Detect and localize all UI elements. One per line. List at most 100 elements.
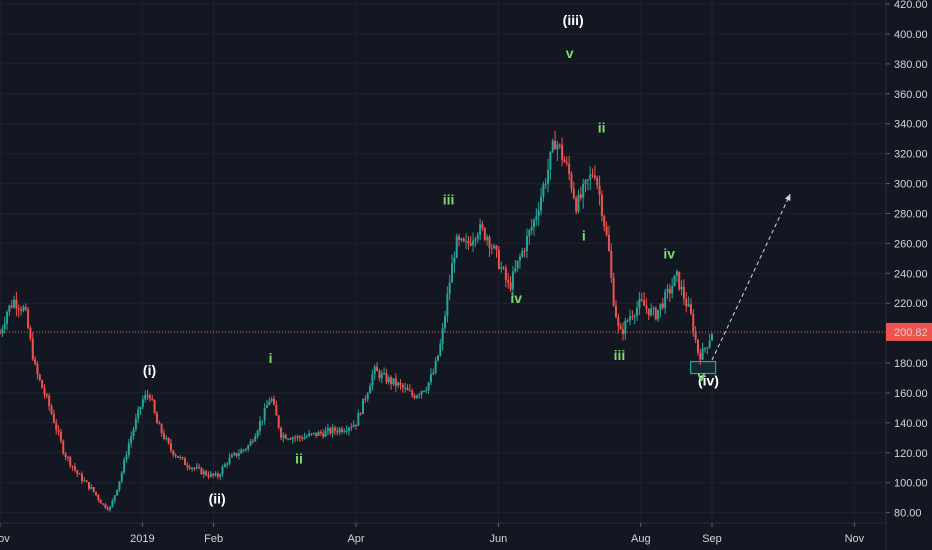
y-tick-label: 240.00 xyxy=(894,268,928,280)
candle-body xyxy=(34,359,37,364)
wave-label: (iv) xyxy=(698,372,719,388)
candle-body xyxy=(205,471,208,475)
x-tick-label: Nov xyxy=(0,533,10,545)
candle-body xyxy=(66,457,69,459)
candle-body xyxy=(120,472,123,482)
candle-body xyxy=(544,183,547,185)
candle-body xyxy=(343,431,346,433)
candle-body xyxy=(476,234,479,239)
candle-body xyxy=(263,407,266,421)
candle-body xyxy=(511,271,514,290)
x-tick-label: Feb xyxy=(204,533,223,545)
candle-body xyxy=(408,390,411,392)
candle-body xyxy=(43,388,46,395)
wave-label: ii xyxy=(295,450,303,466)
candle-body xyxy=(537,210,540,216)
candle-body xyxy=(284,434,287,439)
candle-body xyxy=(92,487,95,492)
wave-label: (ii) xyxy=(209,491,226,507)
candle-body xyxy=(275,404,278,416)
candle-body xyxy=(188,466,191,469)
candle-body xyxy=(596,177,599,186)
candle-body xyxy=(633,316,636,318)
candle-body xyxy=(397,382,400,386)
candle-body xyxy=(614,305,617,318)
candle-body xyxy=(589,174,592,180)
candle-body xyxy=(659,303,662,310)
candle-body xyxy=(579,194,582,198)
candle-body xyxy=(699,352,702,360)
candle-body xyxy=(500,267,503,269)
candle-body xyxy=(518,256,521,261)
y-tick-label: 360.00 xyxy=(894,89,928,101)
wave-label: v xyxy=(697,368,705,384)
candle-body xyxy=(329,428,332,434)
candle-body xyxy=(202,471,205,475)
y-tick-label: 380.00 xyxy=(894,59,928,71)
candle-body xyxy=(322,433,325,437)
candle-body xyxy=(277,415,280,428)
candle-body xyxy=(682,286,685,299)
candle-body xyxy=(465,241,468,243)
y-tick-label: 120.00 xyxy=(894,448,928,460)
candle-body xyxy=(8,305,11,313)
candle-body xyxy=(233,453,236,455)
candle-body xyxy=(563,159,566,163)
candle-body xyxy=(29,327,32,339)
candle-body xyxy=(273,398,276,405)
candle-body xyxy=(17,308,20,310)
y-tick-label: 420.00 xyxy=(894,0,928,11)
x-axis[interactable]: Nov 2019 Feb Apr Jun Aug Sep Nov xyxy=(0,523,865,545)
candle-body xyxy=(27,309,30,328)
y-tick-label: 300.00 xyxy=(894,179,928,191)
candle-body xyxy=(650,308,653,316)
candle-body xyxy=(6,312,9,324)
candle-body xyxy=(20,309,23,311)
candle-body xyxy=(310,433,313,435)
candle-body xyxy=(144,395,147,400)
candle-body xyxy=(706,347,709,349)
candle-body xyxy=(399,382,402,385)
x-tick-label: Jun xyxy=(490,533,508,545)
candle-body xyxy=(97,495,100,500)
candle-body xyxy=(179,457,182,459)
candle-body xyxy=(507,280,510,283)
x-tick-label: Sep xyxy=(702,533,722,545)
candle-body xyxy=(57,429,60,432)
candle-body xyxy=(420,391,423,395)
candle-body xyxy=(643,300,646,306)
candle-body xyxy=(41,380,44,389)
candle-body xyxy=(130,436,133,444)
candle-body xyxy=(258,421,261,431)
candle-body xyxy=(661,303,664,308)
current-price-tag: 200.82 xyxy=(886,322,932,341)
candle-body xyxy=(593,175,596,178)
candle-body xyxy=(155,412,158,424)
candle-body xyxy=(692,313,695,333)
candle-body xyxy=(165,438,168,440)
candle-body xyxy=(415,395,418,399)
y-tick-label: 140.00 xyxy=(894,418,928,430)
x-tick-label: Nov xyxy=(845,533,865,545)
candle-body xyxy=(458,236,461,240)
candle-body xyxy=(612,277,615,306)
candle-body xyxy=(226,463,229,465)
candle-body xyxy=(167,438,170,444)
candle-body xyxy=(556,144,559,150)
candle-body xyxy=(298,436,301,438)
candle-body xyxy=(708,340,711,348)
wave-label: v xyxy=(566,45,574,61)
candle-body xyxy=(132,429,135,437)
candle-body xyxy=(104,504,107,508)
candle-body xyxy=(364,398,367,400)
candle-body xyxy=(533,219,535,228)
candle-body xyxy=(369,386,372,394)
candle-body xyxy=(36,363,39,375)
candle-body xyxy=(654,308,657,320)
wave-label: i xyxy=(582,227,586,243)
candle-body xyxy=(568,163,571,175)
y-axis[interactable]: 420.00 400.00 380.00 360.00 340.00 320.00 300.… xyxy=(886,0,928,520)
candle-body xyxy=(446,293,449,317)
